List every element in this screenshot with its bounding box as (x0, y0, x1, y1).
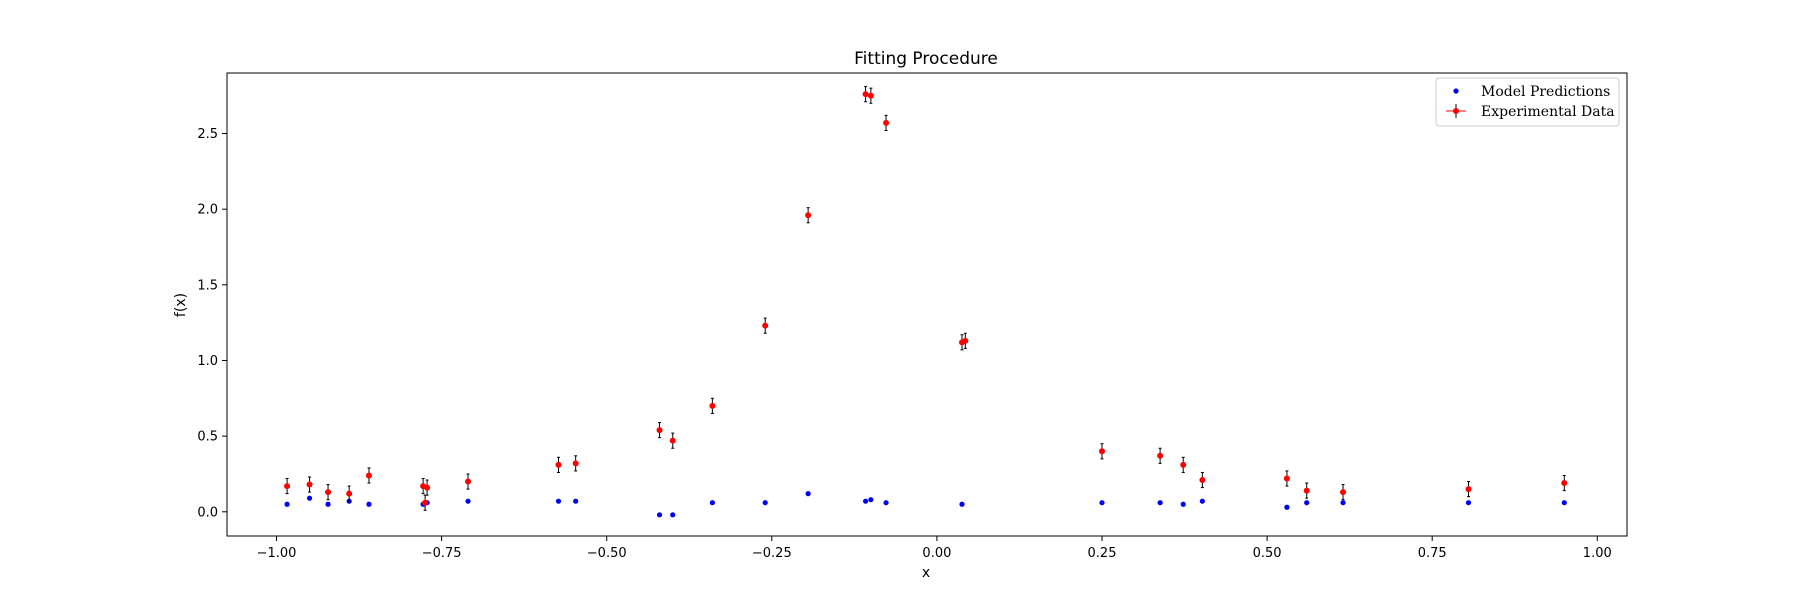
model-prediction-point (465, 498, 471, 504)
experimental-data-point (1180, 461, 1187, 468)
experimental-data-point (1303, 487, 1310, 494)
legend-model-predictions-marker (1453, 88, 1459, 94)
model-prediction-point (306, 495, 313, 501)
x-tick-label: 0.00 (922, 546, 951, 561)
legend-model-predictions-label: Model Predictions (1481, 84, 1610, 100)
model-prediction-point (1465, 500, 1472, 506)
model-prediction-point (883, 500, 889, 506)
chart-title: Fitting Procedure (854, 49, 998, 69)
y-tick-label: 0.0 (197, 505, 218, 520)
experimental-data-point (1340, 489, 1347, 496)
x-tick-label: −0.25 (752, 546, 792, 561)
experimental-data-point (555, 461, 562, 468)
y-axis-label: f(x) (173, 293, 189, 317)
x-tick-label: −0.75 (422, 546, 462, 561)
x-tick-label: −1.00 (257, 546, 297, 561)
experimental-data-point (1199, 477, 1206, 484)
experimental-data-point (572, 460, 579, 467)
x-axis-label: x (922, 565, 930, 581)
model-prediction-point (862, 498, 869, 504)
model-prediction-point (762, 500, 768, 506)
x-tick-label: 0.25 (1088, 546, 1117, 561)
x-tick-label: 0.75 (1418, 546, 1447, 561)
experimental-data-point (424, 484, 431, 491)
experimental-data-point (1157, 452, 1164, 459)
experimental-data-point (1099, 448, 1105, 455)
model-prediction-point (1180, 501, 1186, 507)
y-tick-label: 2.0 (197, 203, 218, 218)
y-tick-label: 1.0 (197, 354, 218, 369)
model-prediction-point (709, 500, 715, 506)
experimental-data-point (709, 402, 716, 409)
experimental-data-point (656, 427, 663, 434)
x-tick-label: 0.50 (1253, 546, 1282, 561)
experimental-data-point (669, 437, 676, 444)
model-prediction-point (656, 512, 663, 518)
model-prediction-point (670, 512, 676, 518)
experimental-data-point (346, 490, 353, 497)
model-prediction-point (1284, 504, 1290, 510)
experimental-data-point (762, 322, 769, 329)
experimental-data-point (284, 483, 291, 490)
experimental-data-point (465, 478, 472, 485)
model-prediction-point (1340, 500, 1346, 506)
model-prediction-point (1199, 498, 1205, 504)
model-prediction-point (325, 501, 331, 507)
y-tick-label: 1.5 (197, 278, 218, 293)
experimental-data-point (1465, 486, 1472, 493)
model-prediction-point (1561, 500, 1567, 506)
model-prediction-point (805, 491, 811, 497)
x-tick-label: 1.00 (1583, 546, 1612, 561)
experimental-data-point (325, 489, 332, 496)
x-tick-label: −0.50 (587, 546, 627, 561)
model-prediction-point (1099, 500, 1105, 506)
model-prediction-point (366, 501, 372, 507)
experimental-data-point (1283, 475, 1290, 482)
experimental-data-point (862, 91, 869, 98)
experimental-data-point (805, 212, 812, 219)
model-prediction-point (868, 497, 874, 503)
model-prediction-point (959, 501, 965, 507)
legend-experimental-data-label: Experimental Data (1481, 104, 1615, 120)
plot-points (284, 86, 1568, 518)
model-prediction-point (555, 498, 562, 504)
experimental-data-point (422, 499, 429, 506)
model-prediction-point (573, 498, 579, 504)
model-prediction-point (284, 501, 290, 507)
y-tick-label: 2.5 (197, 127, 218, 142)
x-axis-ticks: −1.00 −0.75 −0.50 −0.25 0.00 0.25 0.50 0.75 1.00 (257, 536, 1612, 561)
model-prediction-point (1157, 500, 1163, 506)
experimental-data-point (365, 472, 372, 479)
experimental-data-point (306, 481, 313, 488)
plot-frame (226, 72, 1628, 537)
experimental-data-point (867, 92, 874, 99)
legend-box (1435, 77, 1620, 127)
model-prediction-point (1304, 500, 1310, 506)
legend: Model Predictions Experimental Data (1435, 77, 1620, 127)
experimental-data-point (962, 337, 969, 344)
experimental-data-point (883, 119, 890, 126)
experimental-data-point (1561, 480, 1568, 487)
legend-experimental-data-marker (1453, 108, 1459, 114)
y-tick-label: 0.5 (197, 430, 218, 445)
y-axis-ticks: 0.0 0.5 1.0 1.5 2.0 2.5 (197, 127, 227, 520)
